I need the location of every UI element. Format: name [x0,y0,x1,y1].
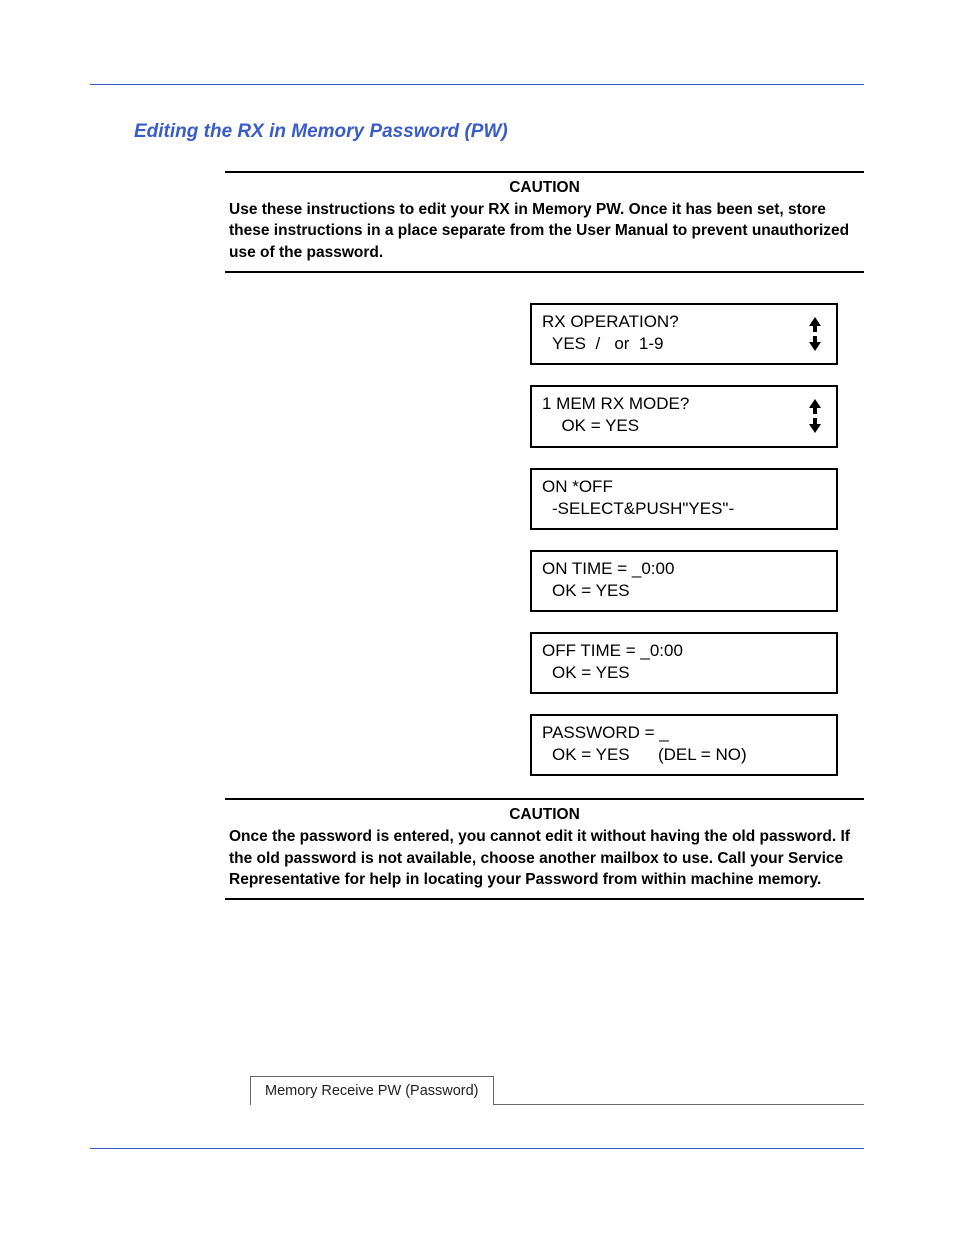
lcd-display-3: ON *OFF-SELECT&PUSH"YES"- [530,468,838,530]
display-line: RX OPERATION? [542,311,826,333]
display-line: PASSWORD = _ [542,722,826,744]
display-line: ON *OFF [542,476,826,498]
display-line: OK = YES [542,580,826,602]
up-down-arrow-icon [808,317,822,351]
section-title: Editing the RX in Memory Password (PW) [134,121,864,143]
caution-text: Once the password is entered, you cannot… [225,826,864,890]
display-line: OK = YES (DEL = NO) [542,744,826,766]
bottom-rule [90,1148,864,1149]
tab-row: Memory Receive PW (Password) [250,1076,864,1105]
document-page: Editing the RX in Memory Password (PW) C… [0,0,954,1105]
lcd-display-6: PASSWORD = _OK = YES (DEL = NO) [530,714,838,776]
display-line: ON TIME = _0:00 [542,558,826,580]
up-down-arrow-icon [808,399,822,433]
caution-block-2: CAUTION Once the password is entered, yo… [225,798,864,900]
display-line: -SELECT&PUSH"YES"- [542,498,826,520]
display-line: YES / or 1-9 [542,333,826,355]
caution-block-1: CAUTION Use these instructions to edit y… [225,171,864,273]
lcd-display-5: OFF TIME = _0:00OK = YES [530,632,838,694]
display-line: OFF TIME = _0:00 [542,640,826,662]
caution-text: Use these instructions to edit your RX i… [225,199,864,263]
top-rule [90,84,864,85]
lcd-display-2: 1 MEM RX MODE? OK = YES [530,385,838,447]
display-line: OK = YES [542,662,826,684]
display-line: 1 MEM RX MODE? [542,393,826,415]
caution-label: CAUTION [225,179,864,197]
tab-underline [494,1104,864,1105]
lcd-display-4: ON TIME = _0:00OK = YES [530,550,838,612]
lcd-display-1: RX OPERATION?YES / or 1-9 [530,303,838,365]
caution-label: CAUTION [225,806,864,824]
display-line: OK = YES [542,415,826,437]
display-stack: RX OPERATION?YES / or 1-9 1 MEM RX MODE?… [530,303,838,776]
tab-memory-receive-pw: Memory Receive PW (Password) [250,1076,494,1105]
